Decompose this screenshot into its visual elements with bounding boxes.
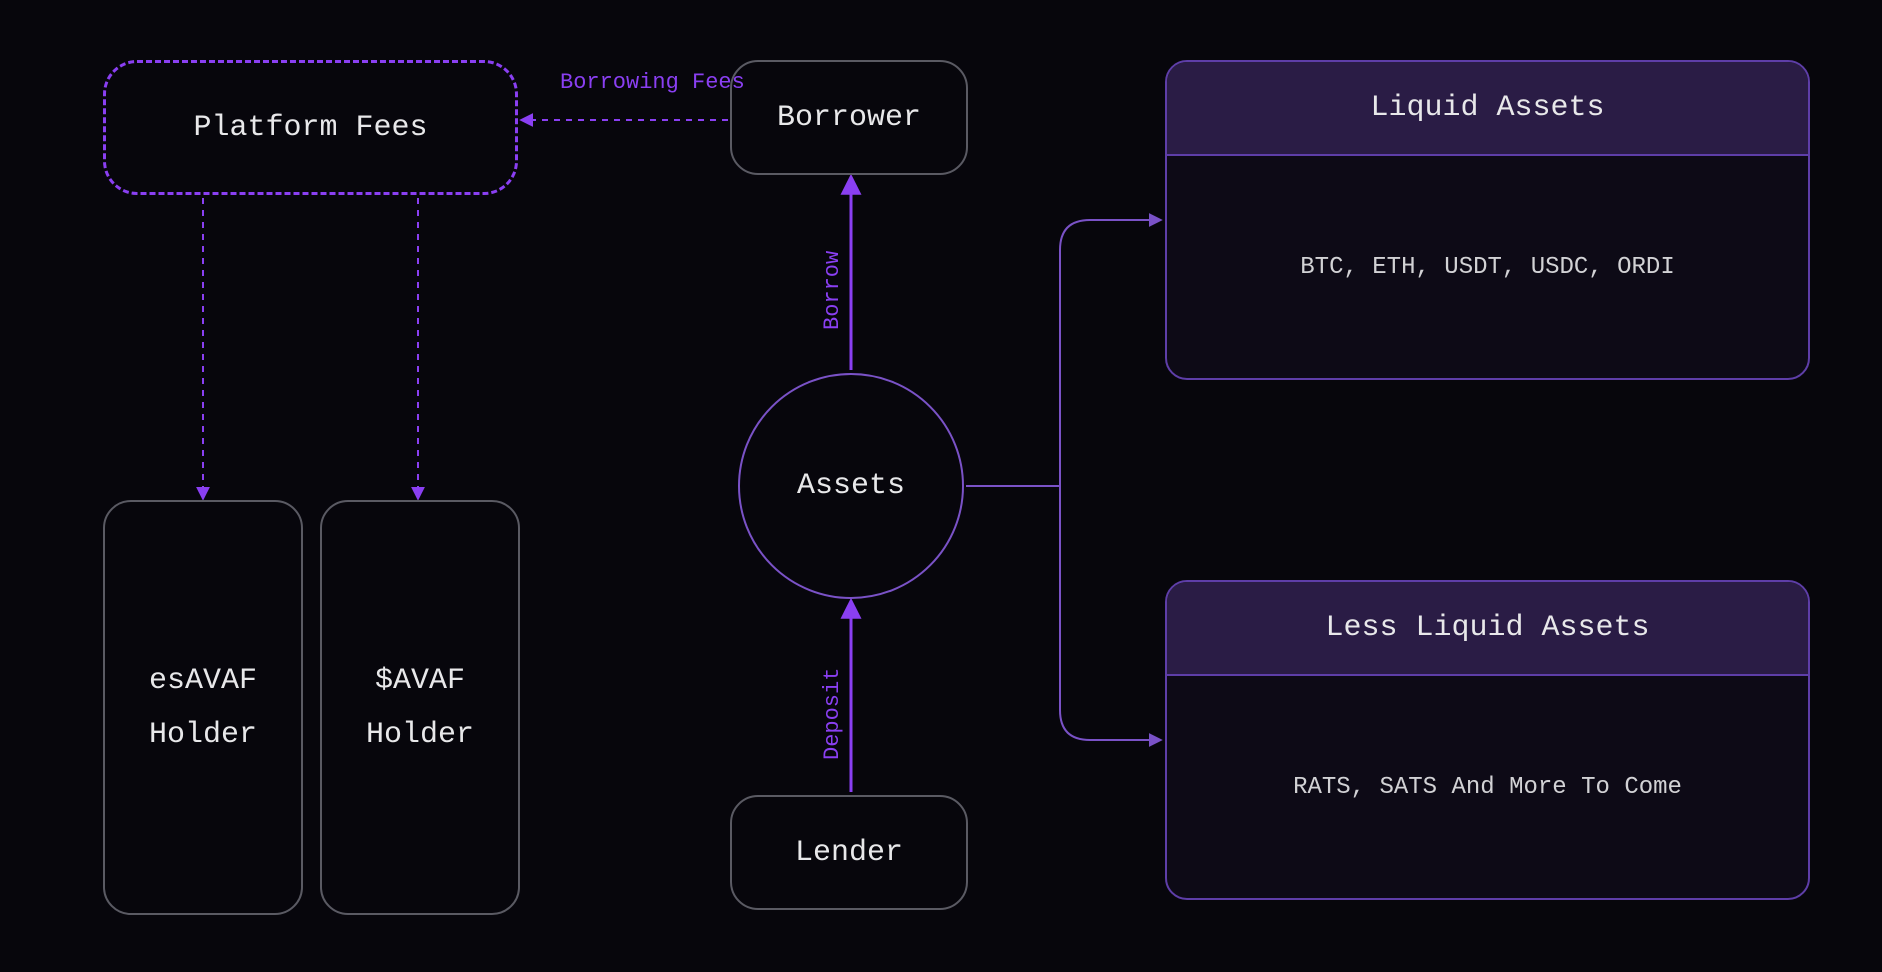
less-liquid-assets-title: Less Liquid Assets [1325,611,1649,645]
esavaf-holder-label: esAVAF Holder [149,654,257,762]
less-liquid-assets-body: RATS, SATS And More To Come [1167,676,1808,898]
edge-assets_to_less_liquid [1060,486,1160,740]
edge-label-borrow: Borrow [820,251,845,330]
assets-node: Assets [738,373,964,599]
edge-assets_to_liquid [1060,220,1160,486]
borrower-node: Borrower [730,60,968,175]
less-liquid-assets-title-bar: Less Liquid Assets [1167,582,1808,676]
platform-fees-node: Platform Fees [103,60,518,195]
borrower-label: Borrower [777,91,921,145]
lender-label: Lender [795,826,903,880]
esavaf-holder-node: esAVAF Holder [103,500,303,915]
edge-label-borrowing_fees: Borrowing Fees [560,70,745,95]
less-liquid-assets-card: Less Liquid Assets RATS, SATS And More T… [1165,580,1810,900]
liquid-assets-title-bar: Liquid Assets [1167,62,1808,156]
avaf-holder-node: $AVAF Holder [320,500,520,915]
edge-label-deposit: Deposit [820,668,845,760]
diagram-stage: Platform Fees Borrower Assets Lender esA… [0,0,1882,972]
platform-fees-label: Platform Fees [193,101,427,155]
avaf-holder-label: $AVAF Holder [366,654,474,762]
assets-label: Assets [797,459,905,513]
liquid-assets-title: Liquid Assets [1370,91,1604,125]
liquid-assets-body-text: BTC, ETH, USDT, USDC, ORDI [1300,254,1674,281]
liquid-assets-body: BTC, ETH, USDT, USDC, ORDI [1167,156,1808,378]
less-liquid-assets-body-text: RATS, SATS And More To Come [1293,774,1682,801]
liquid-assets-card: Liquid Assets BTC, ETH, USDT, USDC, ORDI [1165,60,1810,380]
lender-node: Lender [730,795,968,910]
